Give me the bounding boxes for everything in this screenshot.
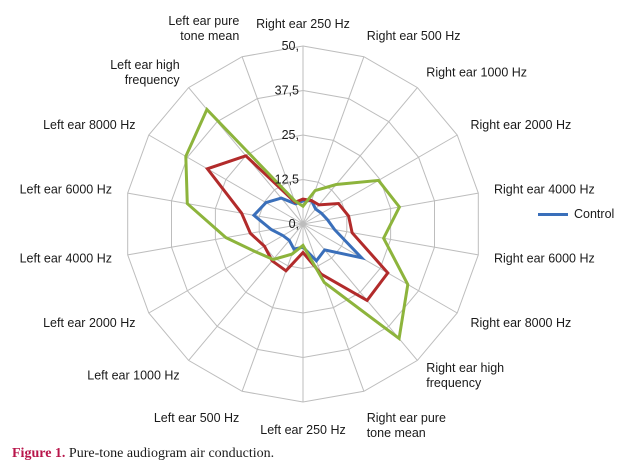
category-label-1: Right ear 500 Hz: [367, 29, 461, 43]
category-label-10: Left ear 500 Hz: [154, 411, 239, 425]
tick-label-3: 37,5: [275, 84, 299, 98]
spoke-14: [127, 192, 304, 225]
category-label-15: Left ear 8000 Hz: [43, 118, 135, 132]
category-label-0: Right ear 250 Hz: [256, 17, 350, 31]
spoke-5: [302, 223, 479, 256]
tick-label-2: 25,: [282, 128, 299, 142]
category-label-3: Right ear 2000 Hz: [471, 118, 572, 132]
radar-svg: 0, 12,5 25, 37,5 50, Right ear 250 Hz Right ea…: [20, 14, 595, 440]
category-label-12: Left ear 2000 Hz: [43, 316, 135, 330]
category-label-13: Left ear 4000 Hz: [20, 251, 112, 265]
category-label-6: Right ear 8000 Hz: [471, 316, 572, 330]
tick-label-4: 50,: [282, 39, 299, 53]
caption-text: Pure-tone audiogram air conduction.: [65, 446, 275, 461]
category-label-7: Right ear high frequency: [426, 361, 504, 390]
legend: Control: [538, 207, 614, 221]
spoke-12: [148, 223, 304, 314]
category-label-5: Right ear 6000 Hz: [494, 251, 595, 265]
series-line-1: [204, 154, 390, 303]
series-line-2: [184, 106, 410, 342]
spoke-11: [188, 223, 304, 361]
category-label-8: Right ear pure tone mean: [367, 411, 446, 440]
caption-figure-label: Figure 1.: [12, 446, 66, 461]
category-label-17: Left ear pure tone mean: [168, 14, 239, 43]
spoke-8: [302, 223, 365, 392]
category-label-14: Left ear 6000 Hz: [20, 183, 112, 197]
figure-caption: Figure 1. Pure-tone audiogram air conduc…: [12, 446, 274, 462]
category-label-2: Right ear 1000 Hz: [426, 65, 527, 79]
spoke-3: [302, 134, 458, 225]
category-label-4: Right ear 4000 Hz: [494, 183, 595, 197]
category-label-16: Left ear high frequency: [110, 58, 180, 87]
spoke-17: [241, 56, 304, 225]
spoke-15: [148, 134, 304, 225]
tick-label-0: 0,: [289, 217, 299, 231]
tick-label-1: 12,5: [275, 173, 299, 187]
spoke-1: [302, 56, 365, 225]
spoke-6: [302, 223, 458, 314]
spoke-2: [302, 87, 418, 225]
category-label-9: Left ear 250 Hz: [260, 423, 345, 437]
radar-chart: 0, 12,5 25, 37,5 50, Right ear 250 Hz Right ea…: [20, 14, 615, 440]
legend-label-control: Control: [574, 207, 615, 221]
spoke-4: [302, 192, 479, 225]
category-label-11: Left ear 1000 Hz: [87, 369, 179, 383]
legend-swatch-control: [538, 212, 568, 216]
